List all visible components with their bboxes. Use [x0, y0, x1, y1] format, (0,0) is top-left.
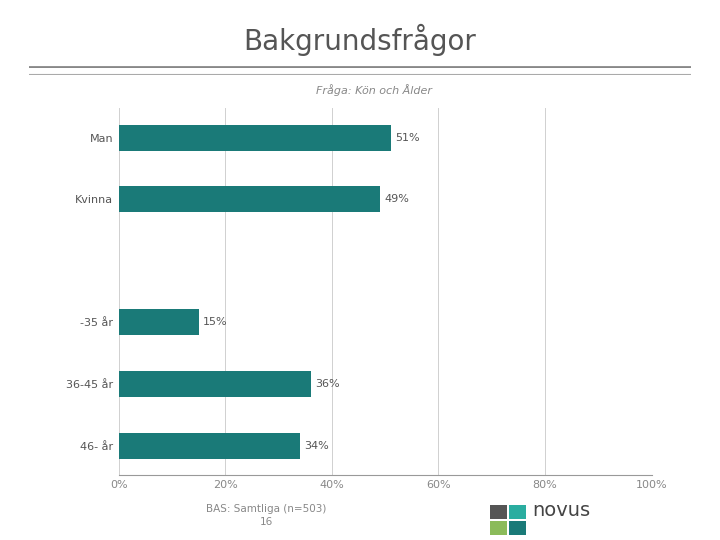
Bar	[509, 521, 526, 535]
Text: novus: novus	[532, 501, 590, 520]
Text: Bakgrundsfrågor: Bakgrundsfrågor	[243, 24, 477, 57]
Bar	[119, 371, 310, 397]
Bar	[119, 309, 199, 335]
Bar	[490, 505, 507, 519]
Text: 49%: 49%	[384, 194, 409, 204]
Bar	[119, 125, 390, 151]
Text: 36%: 36%	[315, 379, 340, 389]
Bar	[490, 521, 507, 535]
Text: BAS: Samtliga (n=503): BAS: Samtliga (n=503)	[206, 504, 327, 514]
Text: 15%: 15%	[203, 318, 228, 327]
Text: 16: 16	[260, 517, 273, 527]
Text: 51%: 51%	[395, 133, 420, 143]
Bar	[119, 186, 380, 212]
Bar	[509, 505, 526, 519]
Text: Fråga: Kön och Ålder: Fråga: Kön och Ålder	[316, 84, 433, 96]
Bar	[119, 433, 300, 458]
Text: 34%: 34%	[305, 441, 329, 450]
